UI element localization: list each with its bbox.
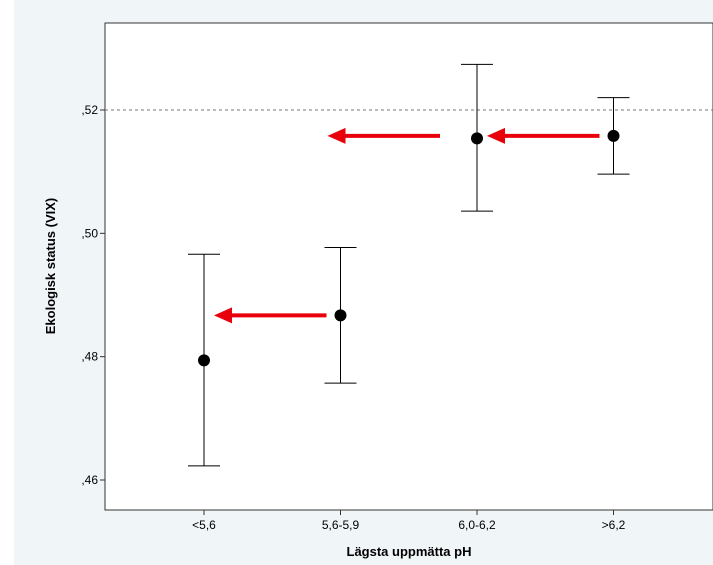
arrow [327, 127, 440, 144]
x-tick-label: 6,0-6,2 [458, 518, 496, 532]
y-tick-label: ,50 [81, 226, 98, 240]
left-strip [0, 0, 14, 565]
y-tick-label: ,52 [81, 103, 98, 117]
x-axis-label: Lägsta uppmätta pH [347, 544, 472, 559]
y-tick-label: ,46 [81, 473, 98, 487]
y-axis-label: Ekologisk status (VIX) [43, 198, 58, 335]
x-tick-label: >6,2 [602, 518, 626, 532]
arrow-head [327, 127, 346, 144]
mean-point [607, 129, 620, 142]
mean-point [198, 354, 210, 367]
x-axis: <5,6 5,6-5,9 6,0-6,2 >6,2 [192, 510, 626, 532]
y-tick-label: ,48 [81, 350, 98, 364]
x-tick-label: 5,6-5,9 [322, 518, 360, 532]
mean-point [334, 309, 347, 322]
arrow [487, 127, 600, 144]
arrow-head [487, 127, 505, 144]
x-tick-label: <5,6 [192, 518, 216, 532]
mean-point [471, 132, 483, 145]
arrows [214, 127, 600, 324]
plot-area [104, 22, 713, 511]
mean-points [198, 129, 620, 367]
y-axis: ,46 ,48 ,50 ,52 [81, 103, 105, 487]
arrow-head [214, 307, 232, 324]
arrow [214, 307, 327, 324]
